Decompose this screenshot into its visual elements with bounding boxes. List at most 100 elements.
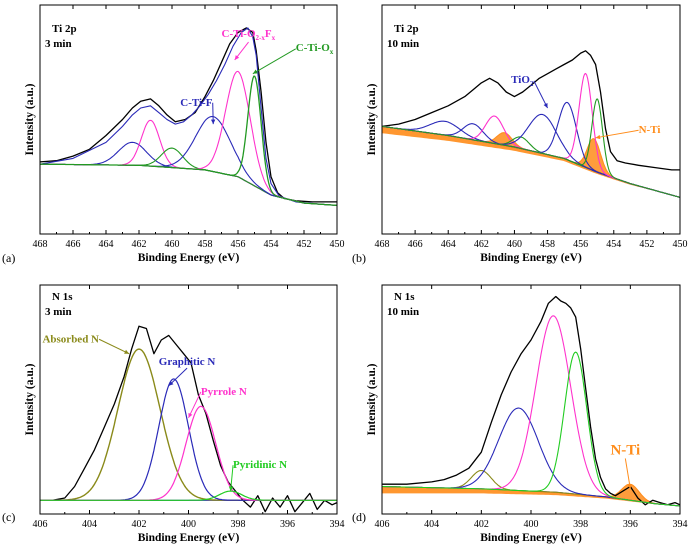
measured-spectrum-1: [40, 27, 337, 203]
peak-label-3: Pyrrole N: [201, 386, 247, 398]
peak-arrowhead-1: [543, 103, 548, 109]
plot-area: [382, 295, 680, 507]
plot-area: [382, 50, 680, 198]
measured-spectrum-1: [40, 325, 337, 513]
x-tick-label: 404: [82, 519, 97, 530]
plot-area: [40, 27, 337, 207]
x-tick-label: 458: [198, 239, 213, 250]
chart-panel-2: 468 466 464 462 460 458 456 454 452 450 Binding En…: [352, 4, 688, 265]
peak-arrow-2: [595, 129, 639, 139]
chart-panel-1: 468 466 464 462 460 458 456 454 452 450 Binding En…: [2, 4, 345, 265]
peak-label-2: C-Ti-Ox: [296, 42, 334, 56]
peak-label-1: C-Ti-O2-xFx: [222, 28, 276, 42]
fit-peak-4: [382, 315, 680, 507]
x-tick-label: 454: [264, 239, 279, 250]
x-tick-label: 468: [33, 239, 48, 250]
x-tick-label: 400: [524, 519, 539, 530]
x-tick-label: 464: [441, 239, 456, 250]
peak-arrowhead-3: [188, 412, 193, 418]
x-tick-label: 396: [280, 519, 295, 530]
peak-arrowhead-1: [124, 349, 130, 354]
fit-envelope-2: [40, 27, 337, 206]
peak-label-1: N-Ti: [610, 442, 640, 458]
x-tick-label: 460: [507, 239, 522, 250]
peak-arrow-2: [252, 48, 297, 75]
fit-peak-5: [40, 490, 337, 501]
x-axis-title: Binding Energy (eV): [480, 532, 582, 544]
baseline-band: [382, 486, 680, 506]
y-axis-title: Intensity (a.u.): [24, 363, 36, 435]
x-tick-label: 398: [231, 519, 246, 530]
plot-frame: [381, 4, 681, 235]
measured-spectrum-1: [382, 295, 680, 506]
x-axis-title: Binding Energy (eV): [138, 532, 240, 544]
peak-label-1: Absorbed N: [42, 333, 99, 345]
peak-arrowhead-2: [595, 134, 601, 140]
peak-label-2: N-Ti: [639, 124, 661, 136]
x-tick-label: 466: [66, 239, 81, 250]
panel-annotation-line-2: 3 min: [45, 306, 72, 318]
plot-frame: [39, 284, 338, 515]
x-tick-label: 400: [181, 519, 196, 530]
peak-arrowhead-2: [252, 69, 258, 74]
panel-annotation-line-2: 10 min: [387, 38, 419, 50]
peak-label-1: TiO2: [511, 74, 534, 88]
fit-peak-5: [382, 351, 680, 507]
n-ti-fill-2: [567, 138, 620, 181]
y-axis-title: Intensity (a.u.): [24, 83, 36, 155]
x-tick-label: 458: [540, 239, 555, 250]
peak-arrowhead-3: [210, 119, 216, 125]
peak-arrowhead-4: [228, 486, 234, 492]
x-tick-label: 406: [33, 519, 48, 530]
panel-annotation-line-2: 10 min: [387, 306, 419, 318]
peak-arrowhead-1: [234, 55, 240, 60]
x-tick-label: 462: [132, 239, 147, 250]
x-tick-label: 452: [297, 239, 312, 250]
chart-panel-3: 406 404 402 400 398 396 394 Binding Energy (eV)…: [2, 284, 345, 544]
x-tick-label: 460: [165, 239, 180, 250]
baseline-series: [40, 163, 337, 206]
x-tick-label: 452: [639, 239, 654, 250]
peak-arrowhead-2: [168, 381, 174, 386]
x-tick-label: 456: [573, 239, 588, 250]
x-tick-label: 404: [424, 519, 439, 530]
peak-arrow-1: [98, 338, 130, 355]
x-tick-label: 406: [375, 519, 390, 530]
fit-peak-7: [382, 101, 680, 198]
chart-panel-4: 406 404 402 400 398 396 394 Binding Energy (eV)…: [352, 284, 688, 544]
panel-tag: (b): [352, 251, 366, 265]
x-axis-title: Binding Energy (eV): [480, 252, 582, 264]
peak-arrow-1: [533, 80, 549, 109]
x-axis-title: Binding Energy (eV): [138, 252, 240, 264]
measured-spectrum-1: [382, 50, 680, 171]
x-tick-label: 396: [623, 519, 638, 530]
x-tick-label: 450: [330, 239, 345, 250]
x-tick-label: 402: [132, 519, 147, 530]
y-axis-title: Intensity (a.u.): [366, 363, 378, 435]
fit-peak-9: [382, 98, 680, 198]
peak-arrow-1: [624, 458, 631, 489]
x-tick-label: 450: [673, 239, 688, 250]
x-tick-label: 468: [375, 239, 390, 250]
x-tick-label: 464: [99, 239, 114, 250]
peak-label-4: Pyridinic N: [233, 459, 287, 471]
fit-peak-5: [40, 147, 337, 206]
peak-arrow-3: [188, 391, 202, 419]
x-tick-label: 462: [474, 239, 489, 250]
panel-annotation-line-1: Ti 2p: [394, 23, 419, 35]
x-tick-label: 394: [330, 519, 345, 530]
fit-peak-8: [40, 75, 337, 207]
baseline-band: [382, 126, 680, 198]
panel-annotation-line-1: N 1s: [52, 291, 73, 303]
panel-annotation-line-1: N 1s: [394, 291, 415, 303]
panel-tag: (d): [352, 510, 366, 524]
x-tick-label: 402: [474, 519, 489, 530]
fit-peak-6: [40, 115, 337, 206]
peak-label-3: C-Ti-F: [180, 97, 212, 109]
x-tick-label: 454: [606, 239, 621, 250]
panel-tag: (c): [2, 510, 15, 524]
fit-peak-4: [40, 405, 337, 501]
plot-area: [40, 325, 337, 513]
y-axis-title: Intensity (a.u.): [366, 83, 378, 155]
